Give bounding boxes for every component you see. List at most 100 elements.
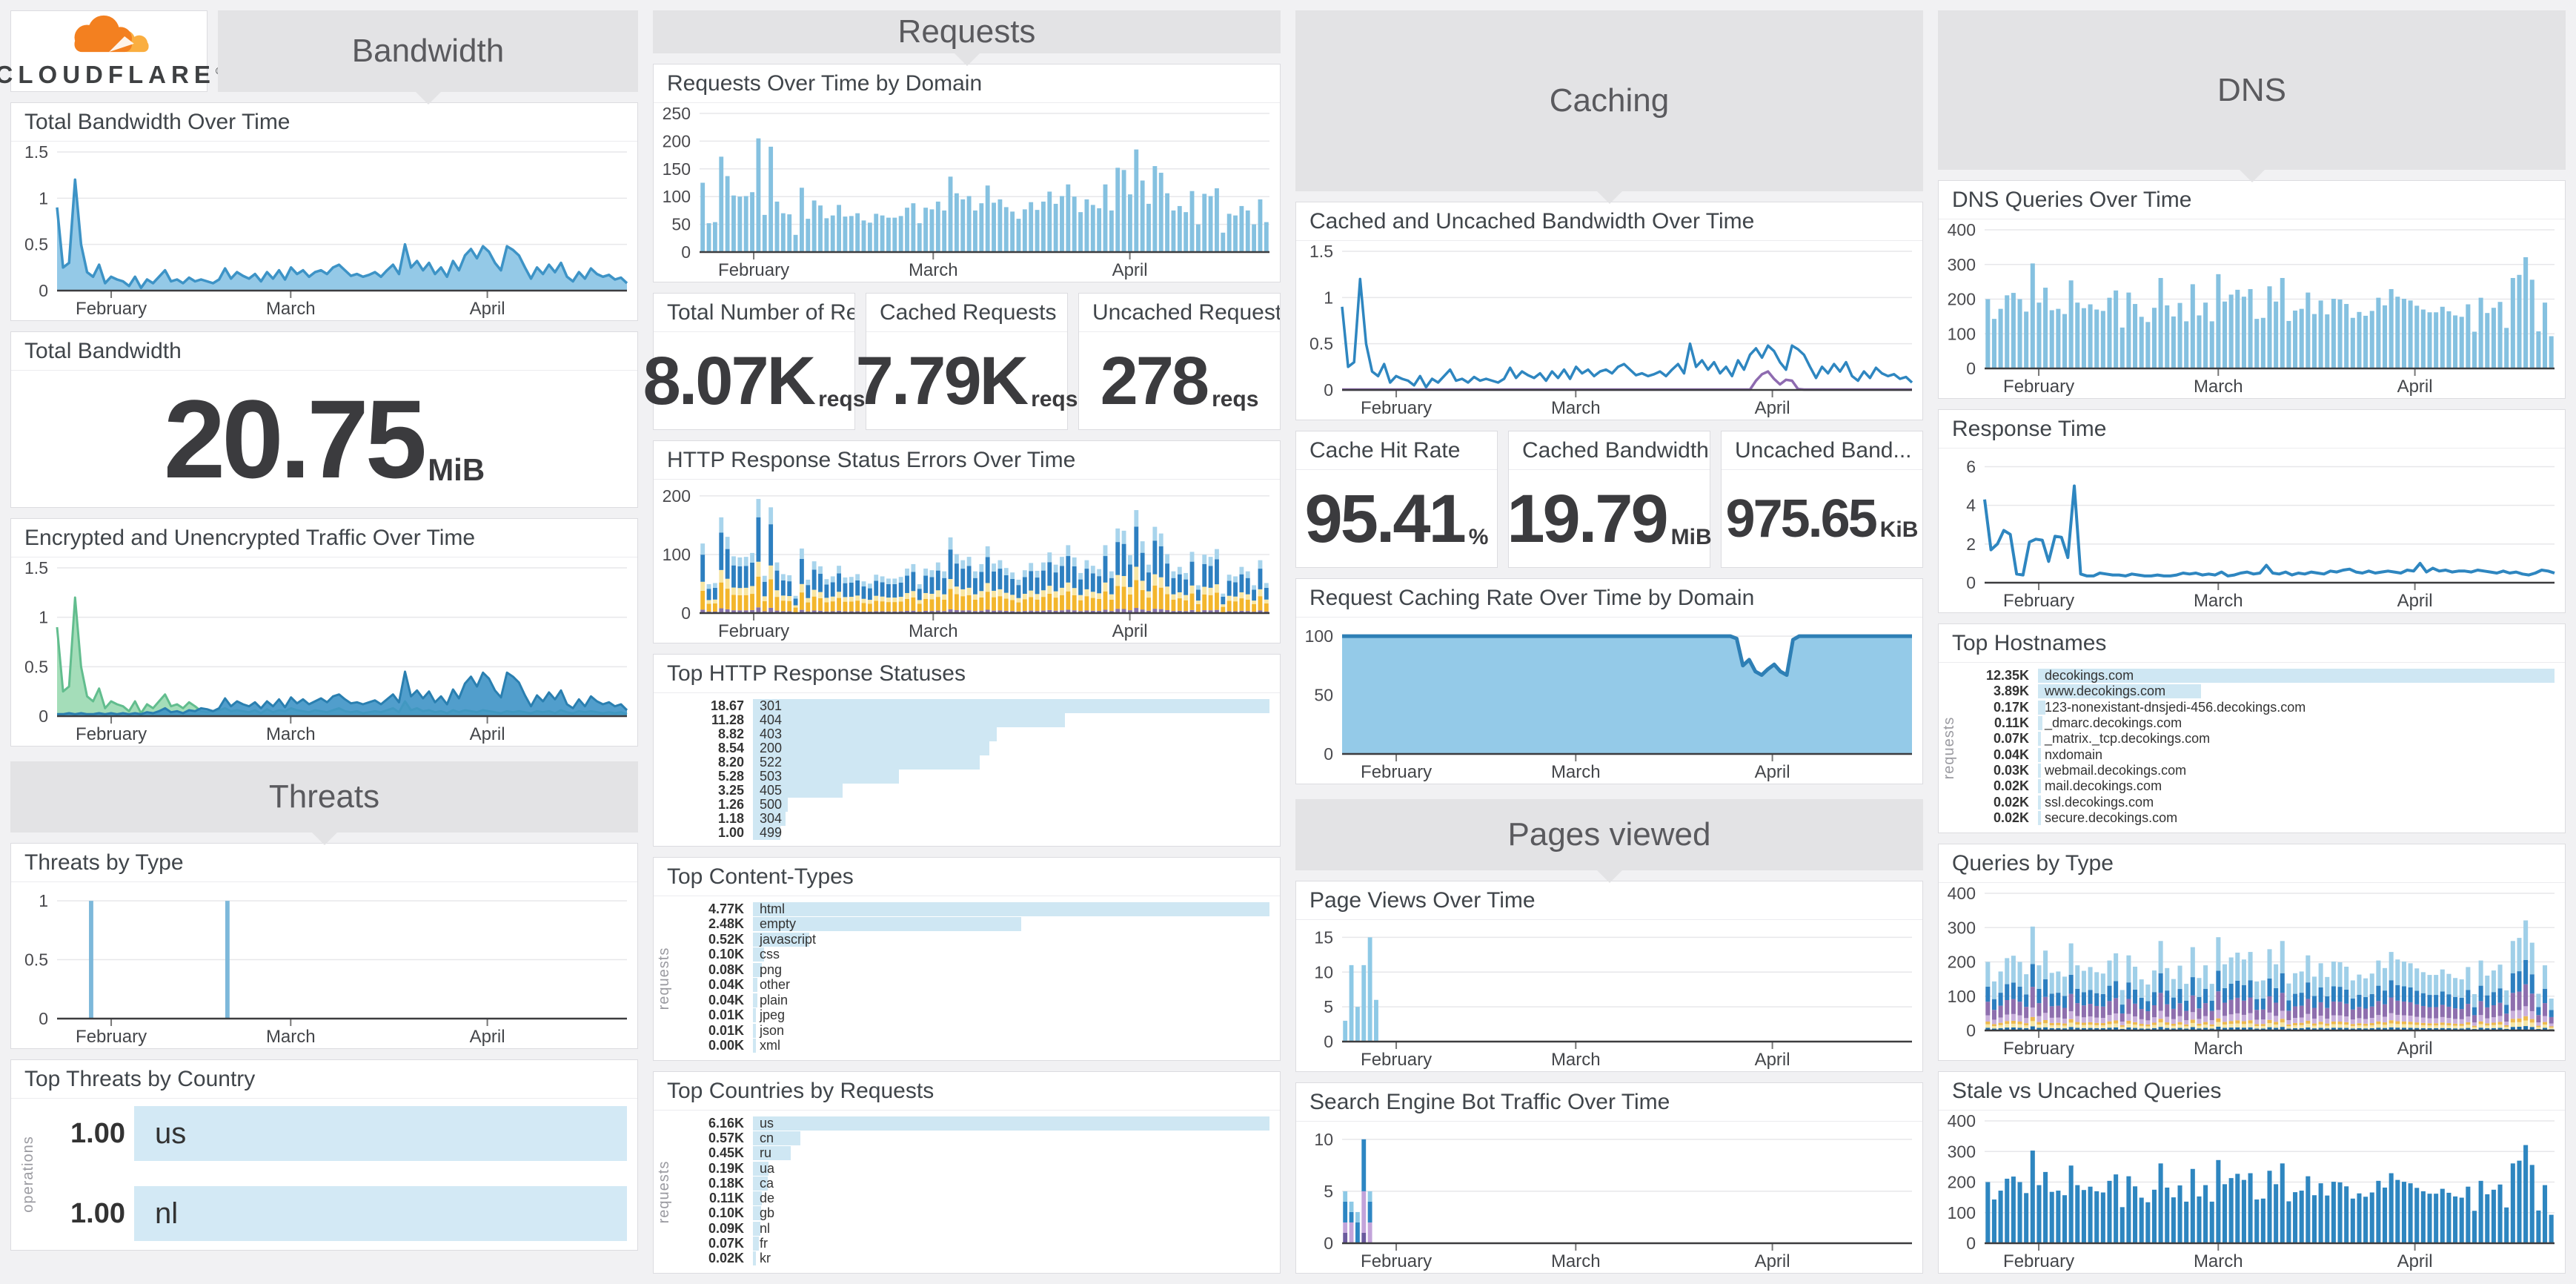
panel-title: Cached and Uncached Bandwidth Over Time [1296,202,1922,241]
top-content-types-list[interactable]: requests 4.77K html 2.48K empty 0.52K javascri… [654,896,1280,1060]
list-item[interactable]: 0.04K other [686,977,1269,993]
dns-queries-chart[interactable]: 0 100 200 300 400 February March April [1939,219,2565,398]
panel-title: Threats by Type [11,844,637,882]
svg-text:250: 250 [663,104,691,123]
list-item[interactable]: 18.67 301 [686,698,1269,713]
svg-text:March: March [1551,762,1601,782]
panel-title: Request Caching Rate Over Time by Domain [1296,579,1922,618]
section-title: Requests [897,13,1036,50]
svg-text:1.5: 1.5 [24,558,48,578]
bandwidth-column: CLOUDFLARE® Bandwidth Total Bandwidth Ov… [0,10,638,1274]
list-item[interactable]: 1.00 nl [44,1185,627,1242]
dns-column: DNS DNS Queries Over Time 0 100 200 300 400 F… [1938,10,2566,1274]
list-item-value: 0.11K [708,1191,744,1206]
list-item-bar [753,1161,769,1176]
list-item[interactable]: 0.18K ca [686,1176,1269,1191]
list-item[interactable]: 0.01K jpeg [686,1007,1269,1023]
stat-unit: KiB [1879,517,1919,542]
list-item[interactable]: 5.28 503 [686,769,1269,784]
list-item[interactable]: 2.48K empty [686,916,1269,932]
list-item[interactable]: 8.20 522 [686,755,1269,770]
list-item-bar [753,713,1066,727]
svg-text:March: March [1551,1251,1601,1271]
list-item[interactable]: 0.02K kr [686,1251,1269,1265]
panel-title: Top Threats by Country [11,1060,637,1099]
list-item[interactable]: 0.09K nl [686,1221,1269,1236]
section-header-threats[interactable]: Threats [10,761,638,845]
list-item[interactable]: 0.08K png [686,962,1269,977]
threats-by-type-chart[interactable]: 0 0.5 1 February March April [11,882,637,1048]
page-views-chart[interactable]: 0 5 10 15 February March April [1296,920,1922,1071]
list-item[interactable]: 1.00 499 [686,825,1269,840]
list-item[interactable]: 8.82 403 [686,727,1269,741]
svg-text:0: 0 [681,242,691,262]
cached-uncached-bandwidth-chart[interactable]: 0 0.5 1 1.5 February March April [1296,241,1922,420]
svg-text:February: February [76,724,147,744]
list-item[interactable]: 12.35K decokings.com [1971,668,2555,683]
cloudflare-logo[interactable]: CLOUDFLARE® [0,10,222,92]
list-item[interactable]: 1.18 304 [686,811,1269,826]
top-countries-list[interactable]: requests 6.16K us 0.57K cn 0.45K ru 0.19K ua 0.18… [654,1111,1280,1273]
list-item-bar [753,770,900,784]
list-item[interactable]: 0.11K de [686,1191,1269,1206]
list-item[interactable]: 0.19K ua [686,1161,1269,1176]
list-item[interactable]: 3.89K www.decokings.com [1971,684,2555,699]
list-item-label: 500 [760,797,783,812]
list-item[interactable]: 0.07K fr [686,1236,1269,1251]
top-statuses-list[interactable]: 18.67 301 11.28 404 8.82 403 8.54 200 8.20 522 5.2… [654,693,1280,846]
list-item[interactable]: 0.02K ssl.decokings.com [1971,795,2555,810]
list-item[interactable]: 0.04K plain [686,993,1269,1007]
svg-text:15: 15 [1314,927,1333,947]
list-item[interactable]: 0.04K nxdomain [1971,747,2555,762]
list-item[interactable]: 4.77K html [686,901,1269,916]
list-item[interactable]: 6.16K us [686,1116,1269,1131]
list-item[interactable]: 0.02K mail.decokings.com [1971,778,2555,794]
list-item[interactable]: 0.02K secure.decokings.com [1971,810,2555,825]
total-bandwidth-over-time-chart[interactable]: 0 0.5 1 1.5 February March April [11,142,637,320]
list-item[interactable]: 8.54 200 [686,741,1269,755]
svg-text:6: 6 [1966,457,1976,476]
list-item[interactable]: 1.26 500 [686,797,1269,812]
svg-text:300: 300 [1948,918,1976,937]
svg-text:March: March [909,621,958,641]
list-item[interactable]: 0.10K css [686,947,1269,962]
svg-text:400: 400 [1948,1111,1976,1131]
panel-title: Top HTTP Response Statuses [654,655,1280,693]
list-item[interactable]: 0.10K gb [686,1205,1269,1221]
bot-traffic-chart[interactable]: 0 5 10 February March April [1296,1122,1922,1273]
section-header-dns[interactable]: DNS [1938,10,2566,182]
caching-rate-chart[interactable]: 0 50 100 February March April [1296,618,1922,784]
list-item-bar [753,741,989,755]
list-item[interactable]: 0.45K ru [686,1145,1269,1161]
list-item[interactable]: 0.17K 123-nonexistant-dnsjedi-456.decokin… [1971,700,2555,715]
list-item[interactable]: 0.07K _matrix._tcp.decokings.com [1971,731,2555,747]
list-item[interactable]: 0.01K json [686,1023,1269,1038]
queries-by-type-chart[interactable]: 0 100 200 300 400 February March April [1939,883,2565,1060]
list-item[interactable]: 0.00K xml [686,1037,1269,1053]
stale-queries-chart[interactable]: 0 100 200 300 400 February March April [1939,1111,2565,1273]
section-header-requests[interactable]: Requests [653,10,1281,66]
panel-title: Uncached Band... [1722,431,1922,470]
cloudflare-cloud-icon [46,13,172,59]
panel-cached-requests: Cached Requests 7.79K reqs [856,293,1078,430]
list-item[interactable]: 1.00 us [44,1105,627,1162]
encrypted-traffic-chart[interactable]: 0 0.5 1 1.5 February March April [11,557,637,746]
list-item[interactable]: 0.11K _dmarc.decokings.com [1971,715,2555,730]
list-item[interactable]: 0.03K webmail.decokings.com [1971,763,2555,778]
top-hostnames-list[interactable]: requests 12.35K decokings.com 3.89K www.deco… [1939,663,2565,833]
response-time-chart[interactable]: 0 2 4 6 February March April [1939,449,2565,612]
top-threats-list[interactable]: operations 1.00 us 1.00 nl [11,1099,637,1250]
section-header-bandwidth[interactable]: Bandwidth [218,10,638,105]
svg-text:100: 100 [1305,626,1333,646]
panel-title: Total Bandwidth Over Time [11,103,637,142]
svg-text:0: 0 [39,1009,48,1028]
section-header-caching[interactable]: Caching [1295,10,1923,204]
section-header-pages-viewed[interactable]: Pages viewed [1295,799,1923,883]
list-item[interactable]: 0.52K javascript [686,932,1269,947]
list-item[interactable]: 11.28 404 [686,712,1269,727]
list-item[interactable]: 3.25 405 [686,783,1269,798]
list-item-label: xml [760,1037,780,1053]
requests-over-time-chart[interactable]: 0 50 100 150 200 250 February March April [654,103,1280,282]
http-errors-chart[interactable]: 0 100 200 February March April [654,480,1280,643]
list-item[interactable]: 0.57K cn [686,1131,1269,1146]
